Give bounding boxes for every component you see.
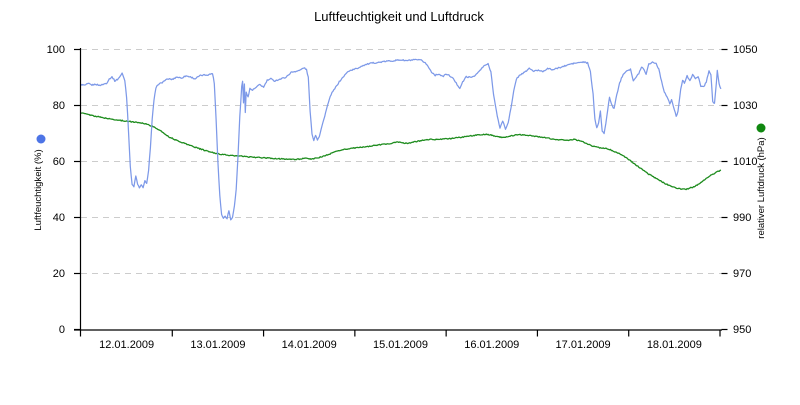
right-axis-tick-label: 1010 — [733, 156, 757, 168]
right-axis-title-group: relativer Luftdruck (hPa) — [756, 123, 767, 239]
axis-tick-labels: 0 20 40 60 80 100 950 970 990 1010 1030 1050 12.01.2… — [47, 44, 758, 351]
right-axis-tick-label: 990 — [733, 212, 751, 224]
x-axis-date-label: 12.01.2009 — [99, 339, 154, 351]
x-axis-date-label: 17.01.2009 — [556, 339, 611, 351]
right-axis-tick-label: 1050 — [733, 44, 757, 56]
left-axis-tick-label: 0 — [59, 324, 65, 336]
pressure-legend-dot — [756, 123, 766, 133]
left-axis-title-group: Luftfeuchtigkeit (%) — [33, 134, 46, 231]
humidity-line — [80, 58, 722, 221]
data-series — [80, 58, 722, 221]
pressure-line — [80, 112, 722, 191]
x-axis-date-label: 18.01.2009 — [647, 339, 702, 351]
right-axis-tick-label: 950 — [733, 324, 751, 336]
x-axis-date-label: 14.01.2009 — [282, 339, 337, 351]
humidity-legend-dot — [36, 134, 46, 144]
left-axis-tick-label: 100 — [47, 44, 65, 56]
left-axis-tick-label: 40 — [53, 212, 65, 224]
left-axis-tick-label: 80 — [53, 100, 65, 112]
axes — [74, 48, 728, 337]
right-axis-label: relativer Luftdruck (hPa) — [756, 137, 767, 238]
x-axis-date-label: 13.01.2009 — [190, 339, 245, 351]
x-axis-date-label: 16.01.2009 — [464, 339, 519, 351]
x-axis-date-label: 15.01.2009 — [373, 339, 428, 351]
right-axis-tick-label: 970 — [733, 268, 751, 280]
right-axis-tick-label: 1030 — [733, 100, 757, 112]
left-axis-label: Luftfeuchtigkeit (%) — [33, 149, 44, 230]
left-axis-tick-label: 20 — [53, 268, 65, 280]
gridlines — [81, 49, 722, 274]
chart-title: Luftfeuchtigkeit und Luftdruck — [314, 9, 484, 24]
left-axis-tick-label: 60 — [53, 156, 65, 168]
